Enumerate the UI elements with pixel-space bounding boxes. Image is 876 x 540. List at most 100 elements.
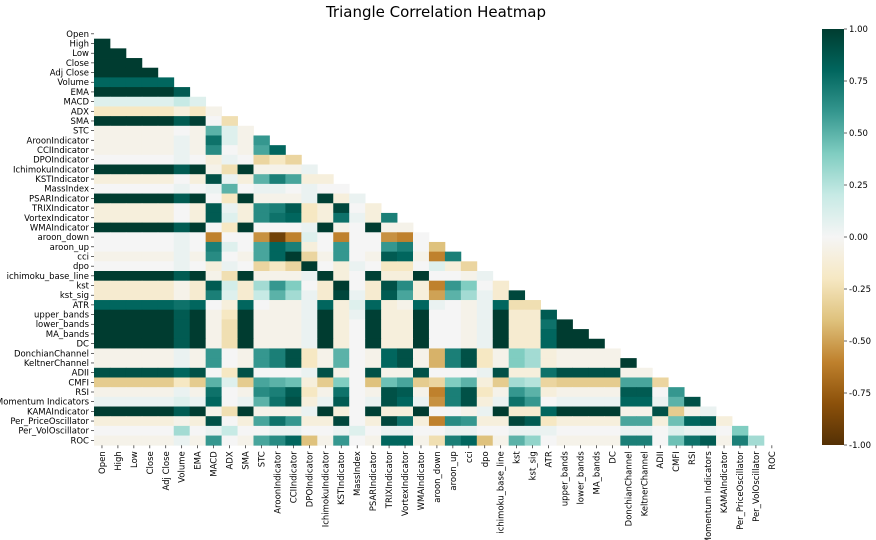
x-tick-label: kst_sig: [529, 451, 539, 480]
heatmap-cell: [125, 416, 143, 427]
heatmap-cell: [157, 212, 175, 223]
heatmap-cell: [588, 406, 605, 417]
heatmap-cell: [141, 232, 159, 243]
heatmap-cell: [221, 396, 238, 407]
heatmap-cell: [333, 338, 350, 349]
heatmap-cell: [269, 241, 286, 253]
heatmap-cell: [365, 348, 382, 359]
heatmap-cell: [333, 367, 350, 378]
heatmap-cell: [492, 358, 510, 369]
heatmap-cell: [94, 358, 111, 369]
heatmap-cell: [460, 348, 478, 359]
heatmap-cell: [540, 309, 557, 320]
x-tick-label: Low: [130, 451, 140, 468]
heatmap-cell: [237, 271, 254, 282]
heatmap-cell: [333, 319, 350, 330]
heatmap-cell: [301, 338, 318, 349]
heatmap-cell: [333, 241, 350, 253]
heatmap-cell: [349, 435, 366, 446]
heatmap-cell: [397, 319, 414, 330]
heatmap-cell: [397, 406, 414, 417]
heatmap-cell: [365, 280, 382, 291]
y-tick-label: AroonIndicator: [27, 136, 90, 146]
heatmap-cell: [413, 348, 430, 359]
heatmap-cell: [285, 271, 302, 282]
heatmap-cell: [253, 251, 270, 262]
heatmap-cell: [109, 48, 127, 59]
heatmap-cell: [333, 377, 350, 388]
heatmap-cell: [349, 309, 366, 320]
heatmap-cell: [524, 348, 541, 359]
heatmap-cell: [253, 232, 270, 243]
heatmap-cell: [524, 319, 541, 330]
heatmap-cell: [444, 338, 462, 349]
heatmap-cell: [301, 280, 318, 291]
y-tick-label: DPOIndicator: [33, 156, 89, 166]
heatmap-cell: [556, 425, 573, 436]
heatmap-cell: [444, 261, 462, 272]
heatmap-cell: [540, 416, 557, 427]
heatmap-cell: [141, 261, 159, 272]
heatmap-cell: [317, 183, 334, 194]
heatmap-cell: [333, 387, 350, 398]
heatmap-cell: [173, 232, 191, 243]
heatmap-cell: [125, 261, 143, 272]
heatmap-cell: [333, 425, 350, 436]
heatmap-cell: [572, 396, 589, 407]
heatmap-cell: [476, 416, 494, 427]
y-tick-label: DonchianChannel: [14, 349, 89, 359]
heatmap-cell: [333, 290, 350, 301]
heatmap-cell: [269, 435, 286, 446]
heatmap-cell: [444, 280, 462, 291]
heatmap-cell: [492, 300, 510, 311]
y-tick-label: MA_bands: [46, 330, 90, 340]
heatmap-cell: [413, 358, 430, 369]
heatmap-cell: [173, 348, 191, 359]
heatmap-cell: [173, 193, 191, 204]
heatmap-cell: [221, 319, 238, 330]
heatmap-cell: [189, 348, 207, 359]
x-tick-label: VortexIndicator: [401, 451, 411, 516]
heatmap-cell: [444, 358, 462, 369]
heatmap-cell: [620, 387, 637, 398]
heatmap-cell: [301, 425, 318, 436]
heatmap-cell: [349, 329, 366, 340]
heatmap-cell: [125, 377, 143, 388]
heatmap-cell: [508, 387, 526, 398]
heatmap-cell: [94, 154, 111, 165]
heatmap-cell: [476, 300, 494, 311]
heatmap-cell: [572, 425, 589, 436]
heatmap-cell: [94, 135, 111, 146]
heatmap-cell: [413, 435, 430, 446]
heatmap-cell: [173, 406, 191, 417]
heatmap-cell: [221, 222, 238, 233]
heatmap-cell: [317, 367, 334, 378]
heatmap-cell: [125, 212, 143, 223]
heatmap-cell: [301, 319, 318, 330]
heatmap-cell: [125, 406, 143, 417]
heatmap-cell: [141, 77, 159, 88]
heatmap-cell: [157, 338, 175, 349]
x-tick-label: EMA: [194, 451, 204, 470]
heatmap-cell: [556, 406, 573, 417]
heatmap-cell: [221, 154, 238, 165]
heatmap-cell: [508, 425, 526, 436]
heatmap-cell: [668, 396, 685, 407]
heatmap-cell: [94, 203, 111, 214]
heatmap-cell: [684, 396, 701, 407]
heatmap-cell: [397, 241, 414, 253]
heatmap-cell: [349, 212, 366, 223]
heatmap-cell: [492, 329, 510, 340]
heatmap-cell: [94, 319, 111, 330]
heatmap-cell: [269, 309, 286, 320]
heatmap-cell: [444, 367, 462, 378]
heatmap-cell: [157, 77, 175, 88]
heatmap-cell: [205, 193, 222, 204]
heatmap-cell: [476, 406, 494, 417]
heatmap-cell: [237, 367, 254, 378]
heatmap-cell: [492, 387, 510, 398]
heatmap-cell: [125, 58, 143, 69]
heatmap-cell: [109, 280, 127, 291]
heatmap-cell: [221, 271, 238, 282]
heatmap-cell: [269, 222, 286, 233]
